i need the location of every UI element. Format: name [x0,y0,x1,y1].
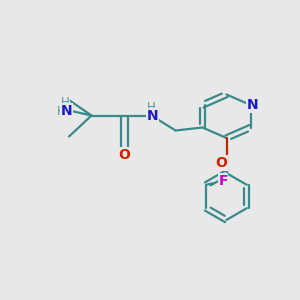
Text: N: N [146,109,158,122]
Text: O: O [118,148,130,162]
Text: F: F [218,174,228,188]
Text: H: H [57,105,66,118]
Text: N: N [247,98,259,112]
Text: N: N [61,104,72,118]
Text: O: O [215,156,227,170]
Text: H: H [61,96,70,109]
Text: H: H [146,100,155,114]
